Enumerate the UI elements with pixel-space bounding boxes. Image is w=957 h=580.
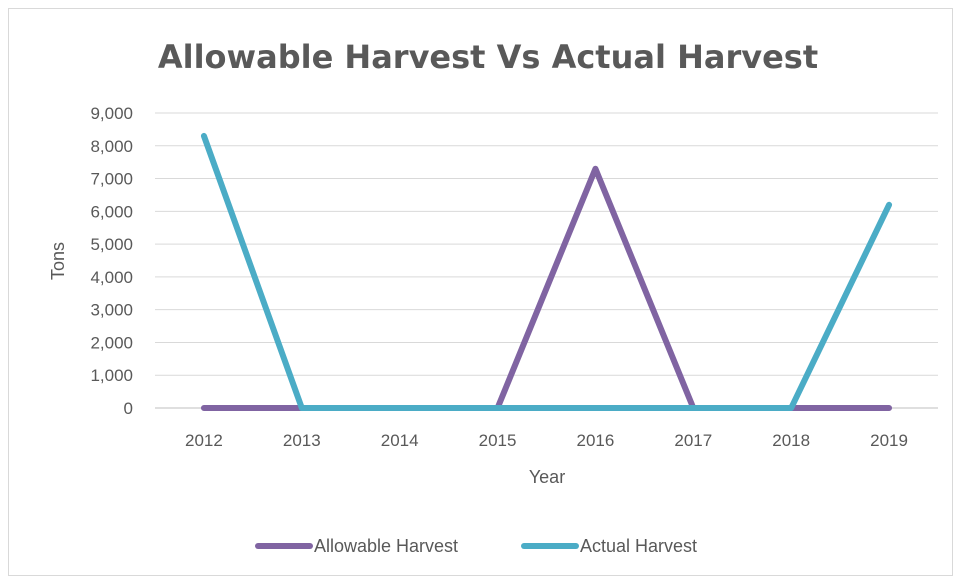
y-axis-title: Tons	[48, 242, 68, 280]
y-tick-label: 3,000	[90, 301, 133, 320]
y-tick-label: 2,000	[90, 333, 133, 352]
x-tick-label: 2015	[479, 431, 517, 450]
y-axis-tick-labels: 0 1,000 2,000 3,000 4,000 5,000 6,000 7,000 8,00…	[90, 104, 133, 418]
chart-frame	[8, 8, 953, 576]
gridlines	[155, 112, 938, 409]
chart-title: Allowable Harvest Vs Actual Harvest	[158, 38, 818, 76]
y-tick-label: 5,000	[90, 235, 133, 254]
y-tick-label: 0	[124, 399, 133, 418]
legend: Allowable Harvest Actual Harvest	[255, 536, 697, 556]
x-tick-label: 2013	[283, 431, 321, 450]
y-tick-label: 9,000	[90, 104, 133, 123]
x-tick-label: 2012	[185, 431, 223, 450]
x-tick-label: 2014	[381, 431, 419, 450]
y-tick-label: 7,000	[90, 170, 133, 189]
y-tick-label: 1,000	[90, 366, 133, 385]
y-tick-label: 8,000	[90, 137, 133, 156]
x-axis-title: Year	[529, 467, 565, 487]
x-axis-tick-labels: 2012 2013 2014 2015 2016 2017 2018 2019	[185, 431, 908, 450]
series-line-1	[200, 132, 893, 411]
x-tick-label: 2018	[772, 431, 810, 450]
series-line-0	[200, 165, 893, 411]
x-tick-label: 2016	[577, 431, 615, 450]
y-tick-label: 6,000	[90, 202, 133, 221]
legend-label: Allowable Harvest	[314, 536, 458, 556]
legend-label: Actual Harvest	[580, 536, 697, 556]
y-tick-label: 4,000	[90, 268, 133, 287]
series-lines	[200, 132, 893, 411]
x-tick-label: 2017	[674, 431, 712, 450]
x-tick-label: 2019	[870, 431, 908, 450]
